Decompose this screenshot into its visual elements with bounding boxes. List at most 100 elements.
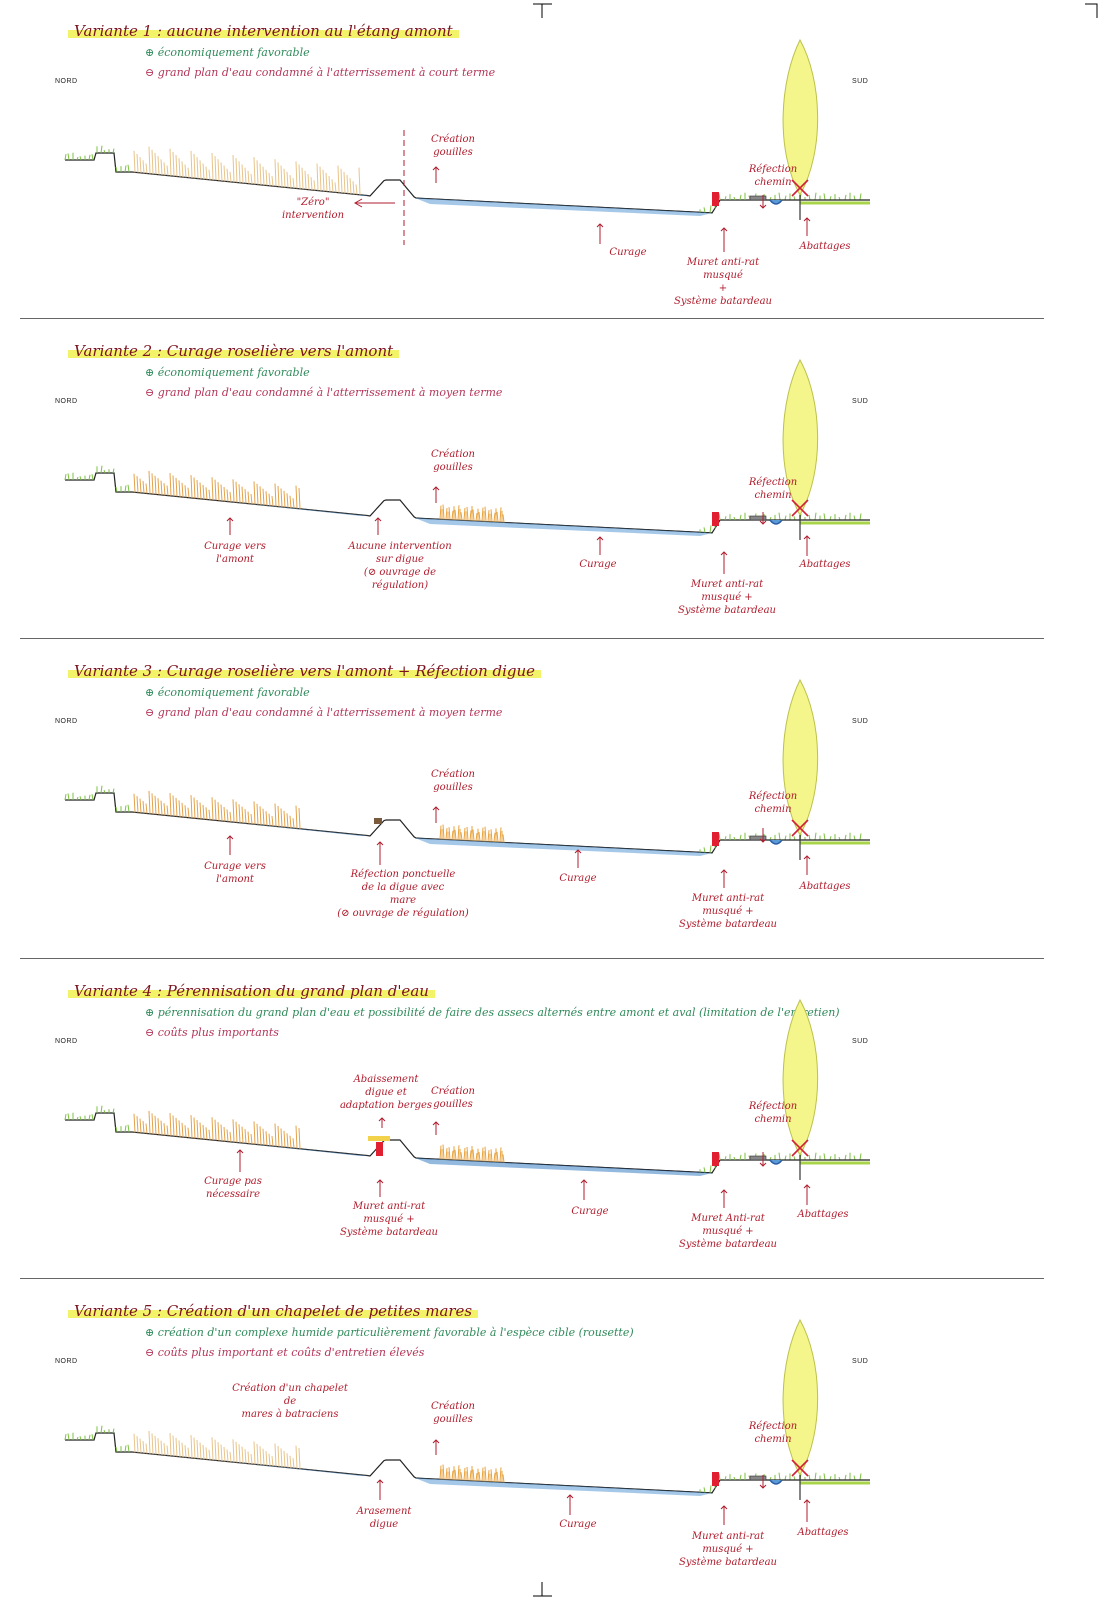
- muret-digue: [376, 1142, 383, 1156]
- fosse: [769, 199, 783, 205]
- annotation-arrow: [596, 536, 604, 555]
- chemin: [749, 1155, 767, 1161]
- annotation-arrow: [574, 849, 582, 868]
- annotation-arrow: [803, 217, 811, 236]
- annotation-arrow: [596, 223, 604, 244]
- sud-label: SUD: [852, 398, 869, 405]
- advantage-text: ⊕ pérennisation du grand plan d'eau et p…: [145, 1006, 840, 1019]
- advantage-text: ⊕ économiquement favorable: [145, 366, 310, 379]
- nord-label: NORD: [55, 1358, 78, 1365]
- panel-separator: [20, 318, 1044, 319]
- reed-bed: [133, 146, 361, 195]
- chemin: [749, 835, 767, 841]
- annotation-label: Abattages: [799, 241, 851, 252]
- poplar-tree: [782, 38, 819, 220]
- water-downstream: [415, 518, 712, 536]
- annotation-arrow: [720, 551, 728, 574]
- annotation-label: Abattages: [799, 559, 851, 570]
- chemin: [749, 515, 767, 521]
- annotation-arrow: [803, 535, 811, 556]
- bank-grass: [64, 785, 862, 853]
- ground-profile: [65, 152, 760, 214]
- fosse: [769, 1479, 783, 1485]
- annotation-arrow: [720, 1189, 728, 1208]
- reed-bed-downstream: [439, 824, 505, 843]
- annotation-label: Curage: [559, 873, 597, 884]
- drawback-text: ⊖ grand plan d'eau condamné à l'atterris…: [145, 386, 503, 399]
- annotation-label: Réfection chemin: [748, 477, 798, 501]
- annotation-arrow: [720, 227, 728, 252]
- annotation-label: Création gouilles: [431, 449, 475, 473]
- nord-label: NORD: [55, 398, 78, 405]
- muret-anti-rat: [712, 512, 719, 526]
- variante-title: Variante 3 : Curage roselière vers l'amo…: [68, 662, 542, 680]
- fosse: [769, 1159, 783, 1165]
- ground-profile: [65, 1112, 760, 1174]
- sud-label: SUD: [852, 718, 869, 725]
- reed-bed-downstream: [439, 1464, 505, 1483]
- advantage-text: ⊕ économiquement favorable: [145, 686, 310, 699]
- annotation-label: Curage: [571, 1206, 609, 1217]
- variante-panel-5: Variante 5 : Création d'un chapelet de p…: [0, 1280, 1114, 1600]
- annotation-arrow: [803, 855, 811, 875]
- drawback-text: ⊖ coûts plus importants: [145, 1026, 279, 1039]
- annotation-label: Réfection chemin: [748, 164, 798, 188]
- annotation-label: "Zéro" intervention: [281, 197, 345, 221]
- reed-bed-downstream: [439, 1144, 505, 1163]
- sud-label: SUD: [852, 1038, 869, 1045]
- annotation-label: Muret anti-rat musqué + Système batardea…: [340, 1201, 438, 1238]
- advantage-text: ⊕ création d'un complexe humide particul…: [145, 1326, 634, 1339]
- water-upstream: [210, 499, 370, 516]
- fosse: [769, 519, 783, 525]
- annotation-label: Création gouilles: [431, 1086, 475, 1110]
- annotation-label: Curage: [579, 559, 617, 570]
- panel-separator: [20, 958, 1044, 959]
- annotation-label: Aucune intervention sur digue (⊘ ouvrage…: [348, 541, 452, 591]
- annotation-label: Arasement digue: [356, 1506, 412, 1530]
- variante-panel-1: Variante 1 : aucune intervention au l'ét…: [0, 0, 1114, 320]
- water-downstream: [415, 838, 712, 856]
- variante-title-text: Variante 4 : Pérennisation du grand plan…: [68, 982, 435, 1000]
- water-upstream: [360, 194, 370, 196]
- advantage-text: ⊕ économiquement favorable: [145, 46, 310, 59]
- reed-bed: [133, 790, 301, 829]
- bank-grass: [64, 1425, 862, 1493]
- annotation-label: Réfection chemin: [748, 791, 798, 815]
- annotation-label: Curage vers l'amont: [204, 541, 266, 565]
- annotation-arrow: [566, 1494, 574, 1515]
- poplar-tree: [782, 998, 819, 1180]
- chemin: [749, 195, 767, 201]
- chemin: [749, 1475, 767, 1481]
- poplar-tree: [782, 1318, 819, 1500]
- fosse: [769, 839, 783, 845]
- annotation-label: Création gouilles: [431, 134, 475, 158]
- annotation-arrow: [759, 512, 767, 525]
- annotation-label: Muret anti-rat musqué + Système batardea…: [679, 893, 777, 930]
- cross-section-drawing: [64, 358, 870, 574]
- annotation-label: Création gouilles: [431, 1401, 475, 1425]
- drawback-text: ⊖ coûts plus important et coûts d'entret…: [145, 1346, 425, 1359]
- nord-label: NORD: [55, 78, 78, 85]
- annotation-arrow: [432, 1121, 440, 1135]
- variante-title: Variante 5 : Création d'un chapelet de p…: [68, 1302, 479, 1320]
- ground-profile: [65, 472, 760, 534]
- annotation-arrow: [803, 1184, 811, 1205]
- annotation-label: Muret Anti-rat musqué + Système batardea…: [679, 1213, 777, 1250]
- cross-section-drawing: [64, 1318, 870, 1525]
- variante-title: Variante 2 : Curage roselière vers l'amo…: [68, 342, 400, 360]
- nord-label: NORD: [55, 718, 78, 725]
- annotation-label: Réfection ponctuelle de la digue avec ma…: [337, 869, 469, 919]
- drawback-text: ⊖ grand plan d'eau condamné à l'atterris…: [145, 66, 496, 79]
- ground-profile: [65, 1432, 760, 1494]
- annotation-label: Curage: [559, 1519, 597, 1530]
- cross-section-drawing: [64, 38, 870, 252]
- annotation-arrow: [432, 486, 440, 503]
- poplar-tree: [782, 678, 819, 860]
- variante-title: Variante 4 : Pérennisation du grand plan…: [68, 982, 435, 1000]
- variante-title-text: Variante 2 : Curage roselière vers l'amo…: [68, 342, 400, 360]
- annotation-arrow: [378, 1117, 386, 1128]
- annotation-label: Abattages: [799, 881, 851, 892]
- annotation-label: Muret anti-rat musqué + Système batardea…: [674, 257, 772, 307]
- water-downstream: [415, 198, 712, 216]
- annotation-arrow: [720, 1505, 728, 1525]
